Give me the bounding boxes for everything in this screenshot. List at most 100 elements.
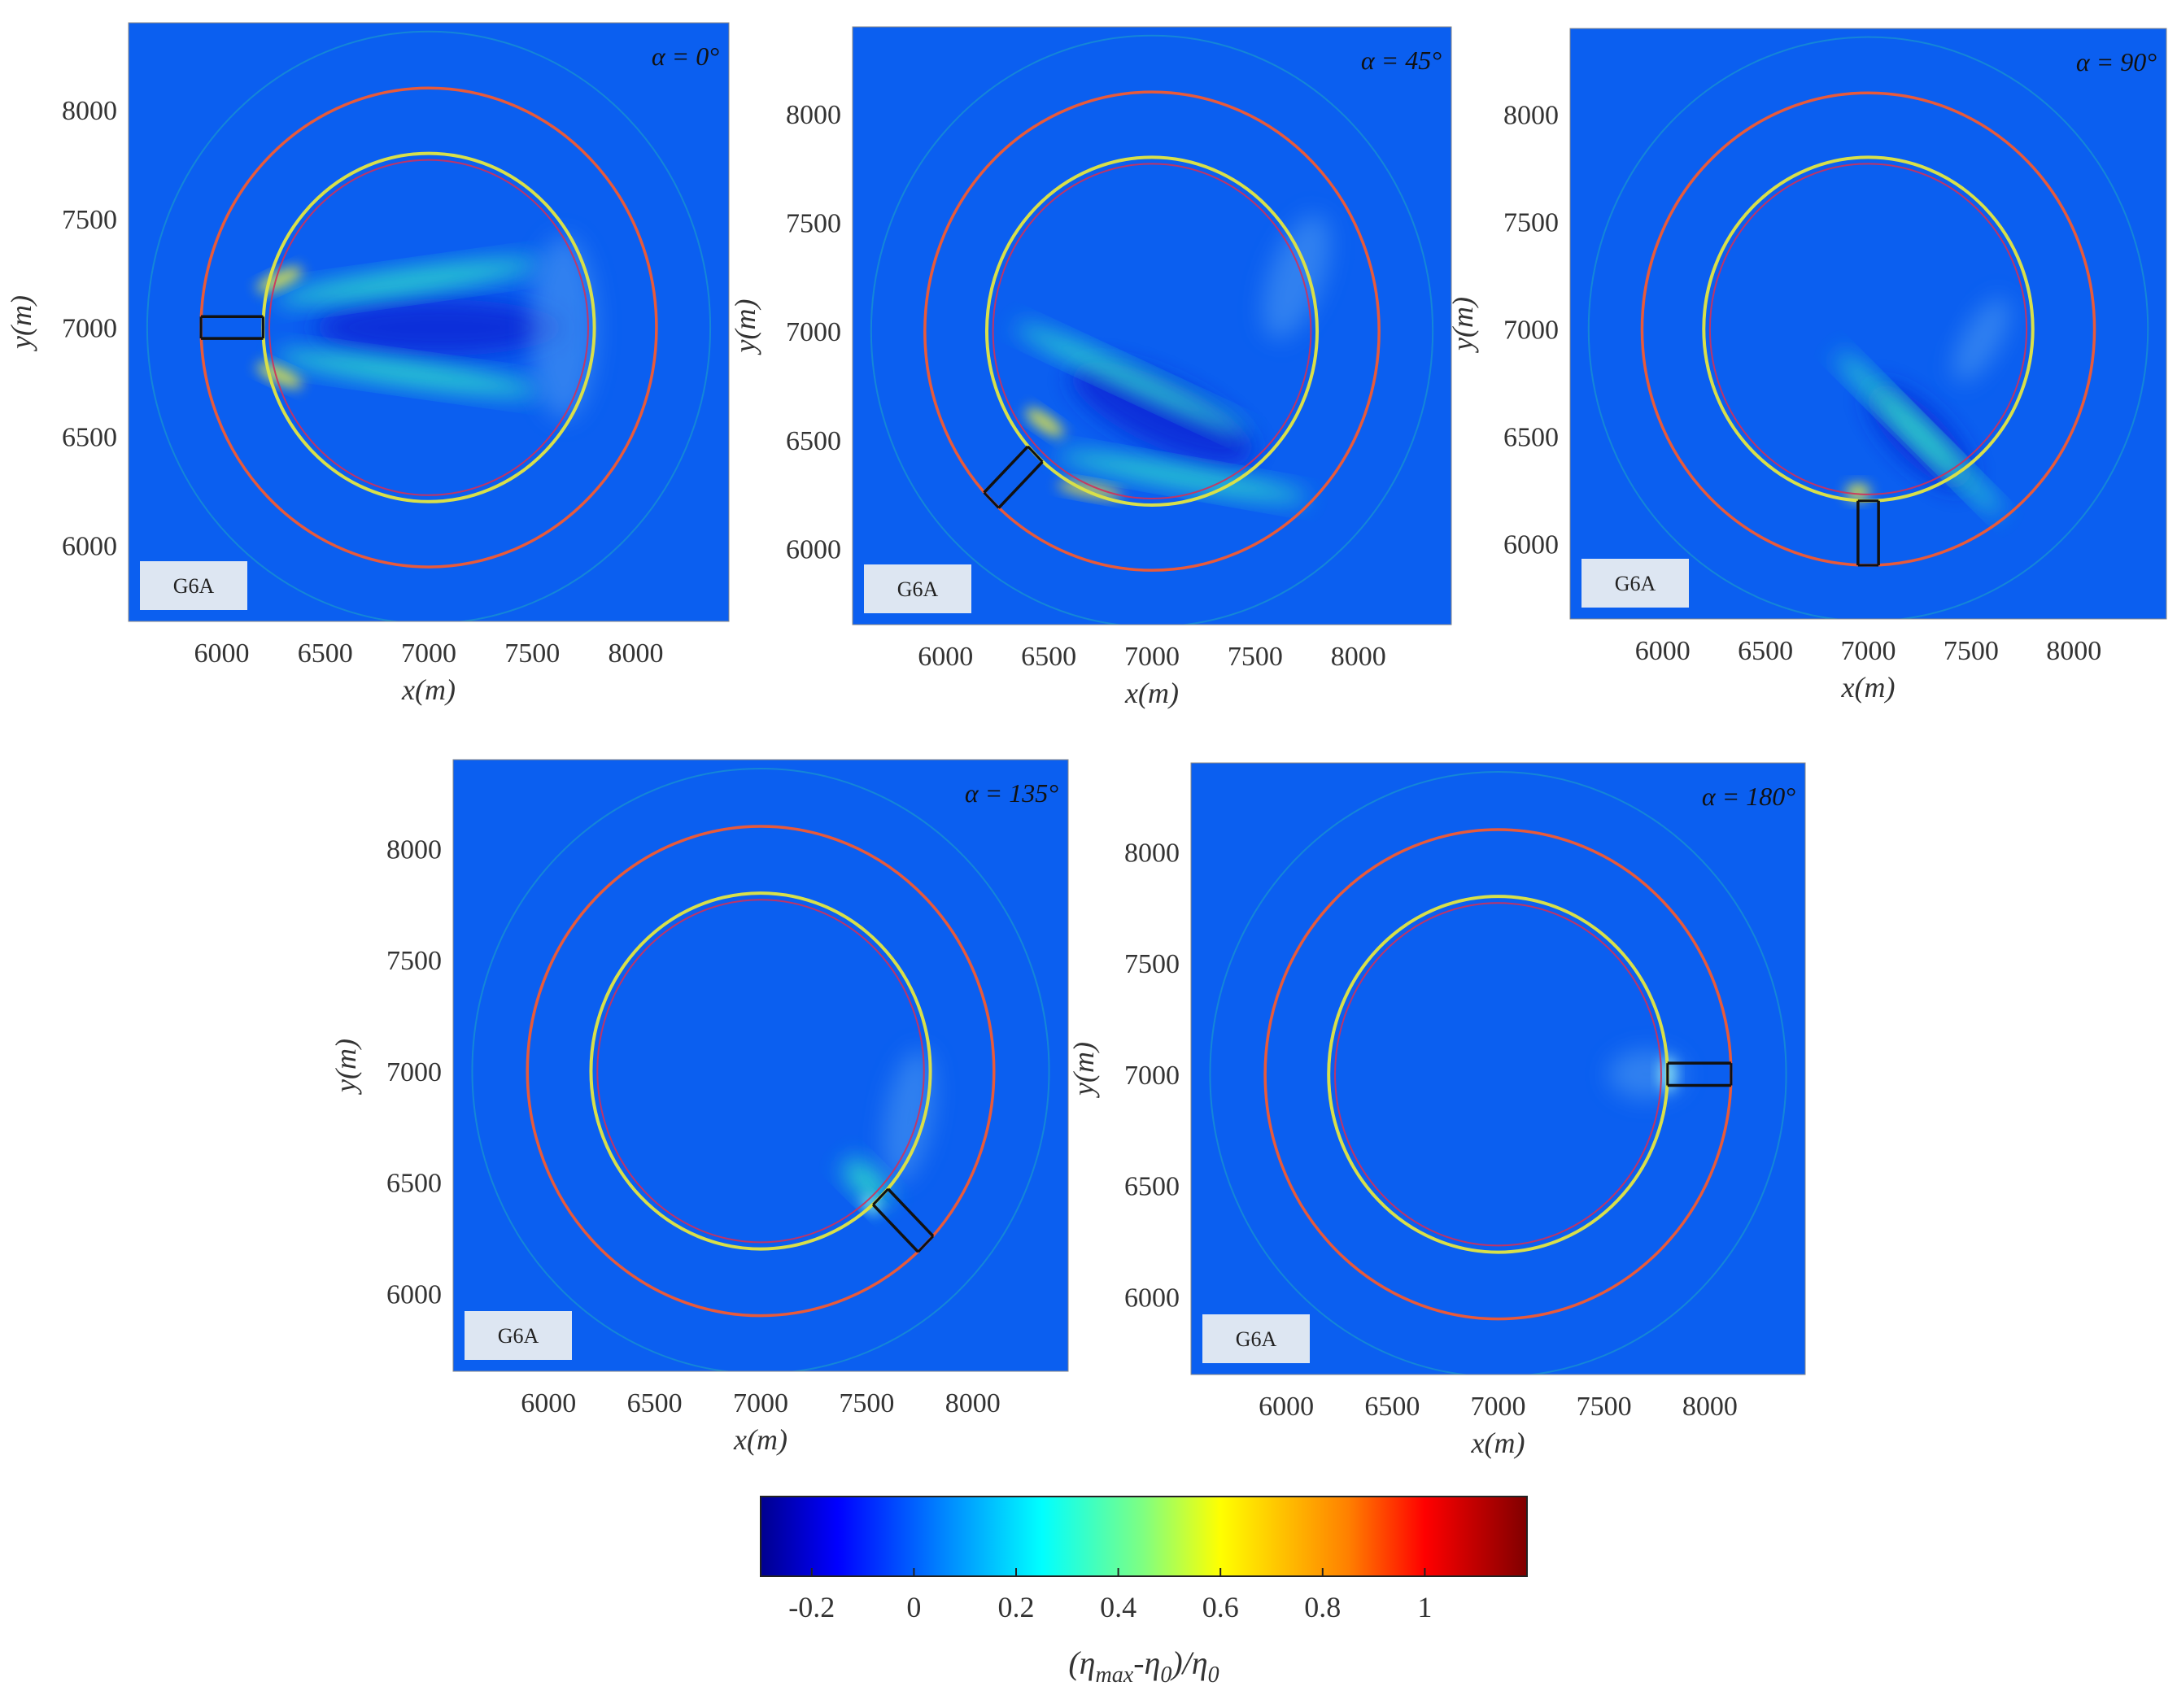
plot-frame bbox=[452, 759, 1069, 1372]
x-tick-label: 7500 bbox=[839, 1388, 894, 1418]
colorbar: (ηmax-η0)/η0 -0.2 0 0.2 0.4 0.6 0.8 1 bbox=[760, 1496, 1528, 1688]
ring-inner-red bbox=[596, 899, 925, 1244]
channel-wall bbox=[983, 445, 1029, 494]
y-tick-label: 6000 bbox=[62, 531, 117, 561]
y-tick-label: 6000 bbox=[1124, 1283, 1180, 1313]
colorbar-tick-label: 0.6 bbox=[1202, 1591, 1239, 1623]
field-background bbox=[1191, 763, 1805, 1375]
field-background bbox=[853, 27, 1451, 625]
field-background bbox=[453, 760, 1068, 1371]
field-shadow-blob bbox=[883, 1049, 936, 1182]
field-high-blob bbox=[274, 351, 542, 396]
y-axis-label: y(m) bbox=[729, 299, 761, 355]
plot-frame bbox=[1190, 762, 1806, 1375]
y-tick-label: 7500 bbox=[1503, 208, 1559, 238]
colorbar-label: (ηmax-η0)/η0 bbox=[1068, 1645, 1219, 1688]
x-tick-label: 6500 bbox=[298, 638, 353, 669]
panel-annotation: α = 45° bbox=[1361, 46, 1442, 75]
label-box bbox=[864, 564, 971, 613]
panel-annotation: α = 135° bbox=[965, 778, 1058, 808]
y-tick-label: 6500 bbox=[62, 423, 117, 453]
ring-inner-red bbox=[268, 159, 589, 496]
field-low-blob bbox=[1071, 362, 1254, 465]
y-tick-label: 7000 bbox=[1124, 1061, 1180, 1091]
colorbar-tick-label: 0.2 bbox=[998, 1591, 1035, 1623]
y-tick-label: 7000 bbox=[62, 314, 117, 344]
plot-area bbox=[453, 760, 1068, 1371]
x-tick-label: 6000 bbox=[1259, 1392, 1314, 1422]
label-box bbox=[140, 561, 247, 610]
ring-yellow bbox=[984, 155, 1320, 507]
x-axis-label: x(m) bbox=[1471, 1427, 1525, 1459]
x-tick-label: 6000 bbox=[918, 642, 973, 672]
y-axis-label: y(m) bbox=[5, 295, 37, 351]
plot-frame bbox=[852, 26, 1452, 625]
panel-alpha-180: α = 180° G6A x(m) y(m) 6000 6500 7000 7500 8… bbox=[1067, 762, 1806, 1459]
x-tick-label: 8000 bbox=[1682, 1392, 1738, 1422]
field-shadow-blob bbox=[1952, 298, 2010, 382]
field-shadow-blob bbox=[1263, 215, 1331, 339]
x-tick-label: 7500 bbox=[504, 638, 560, 669]
x-tick-label: 6000 bbox=[194, 638, 250, 669]
ring-outer bbox=[1587, 36, 2149, 619]
y-tick-label: 8000 bbox=[1503, 101, 1559, 131]
y-tick-label: 7000 bbox=[786, 317, 841, 347]
panel-annotation: α = 0° bbox=[652, 41, 719, 71]
y-tick-label: 6000 bbox=[1503, 530, 1559, 560]
field-shadow-blob bbox=[530, 236, 597, 420]
x-tick-label: 6500 bbox=[1364, 1392, 1420, 1422]
x-tick-label: 7000 bbox=[1841, 636, 1896, 666]
y-tick-label: 8000 bbox=[62, 96, 117, 126]
channel-wall bbox=[887, 1187, 935, 1238]
x-tick-label: 6500 bbox=[627, 1388, 683, 1418]
y-tick-label: 6500 bbox=[1124, 1172, 1180, 1202]
ring-outer bbox=[870, 34, 1434, 625]
ring-orange bbox=[923, 90, 1381, 572]
panel-annotation: α = 90° bbox=[2076, 47, 2157, 76]
y-tick-label: 8000 bbox=[386, 834, 442, 865]
label-box bbox=[1202, 1314, 1310, 1363]
plot-area bbox=[853, 27, 1451, 625]
label-box-text: G6A bbox=[1615, 572, 1656, 595]
field-peak-blob bbox=[1845, 483, 1871, 501]
y-axis-label: y(m) bbox=[1446, 297, 1479, 353]
channel-structure bbox=[983, 445, 1044, 509]
y-tick-label: 8000 bbox=[786, 100, 841, 130]
ring-inner-red bbox=[1334, 902, 1662, 1247]
panel-annotation: α = 180° bbox=[1702, 782, 1795, 811]
channel-wall bbox=[871, 1203, 919, 1253]
y-axis-label: y(m) bbox=[329, 1039, 362, 1095]
x-tick-label: 6000 bbox=[1635, 636, 1691, 666]
channel-end bbox=[872, 1187, 889, 1206]
y-tick-label: 7000 bbox=[386, 1057, 442, 1087]
x-axis-label: x(m) bbox=[733, 1423, 787, 1456]
y-tick-label: 7500 bbox=[386, 946, 442, 976]
y-axis-label: y(m) bbox=[1067, 1042, 1100, 1098]
field-high-blob bbox=[274, 259, 542, 304]
x-tick-label: 7500 bbox=[1944, 636, 1999, 666]
field-high-blob bbox=[1057, 451, 1310, 502]
ring-yellow bbox=[589, 891, 932, 1251]
x-tick-label: 7000 bbox=[1124, 642, 1180, 672]
channel-end bbox=[917, 1235, 935, 1253]
field-peak-blob bbox=[1025, 407, 1064, 438]
y-tick-label: 7500 bbox=[786, 209, 841, 239]
y-tick-label: 7000 bbox=[1503, 316, 1559, 346]
y-tick-label: 6000 bbox=[386, 1279, 442, 1309]
x-tick-label: 7500 bbox=[1228, 642, 1283, 672]
ring-inner-red bbox=[1708, 163, 2028, 495]
x-tick-label: 6000 bbox=[521, 1388, 576, 1418]
plot-area bbox=[1191, 763, 1805, 1375]
x-axis-label: x(m) bbox=[1124, 677, 1179, 709]
label-box bbox=[1581, 559, 1689, 608]
x-tick-label: 6500 bbox=[1738, 636, 1793, 666]
x-tick-label: 7000 bbox=[1471, 1392, 1526, 1422]
panel-alpha-135: α = 135° G6A x(m) y(m) 6000 6500 7000 7500 8… bbox=[329, 759, 1069, 1456]
colorbar-tick-label: -0.2 bbox=[788, 1591, 835, 1623]
label-box-text: G6A bbox=[897, 577, 939, 601]
x-tick-label: 6500 bbox=[1021, 642, 1076, 672]
label-box-text: G6A bbox=[1236, 1327, 1277, 1351]
plot-frame bbox=[128, 22, 730, 622]
field-low-blob bbox=[315, 298, 564, 356]
y-tick-label: 6500 bbox=[1503, 423, 1559, 453]
